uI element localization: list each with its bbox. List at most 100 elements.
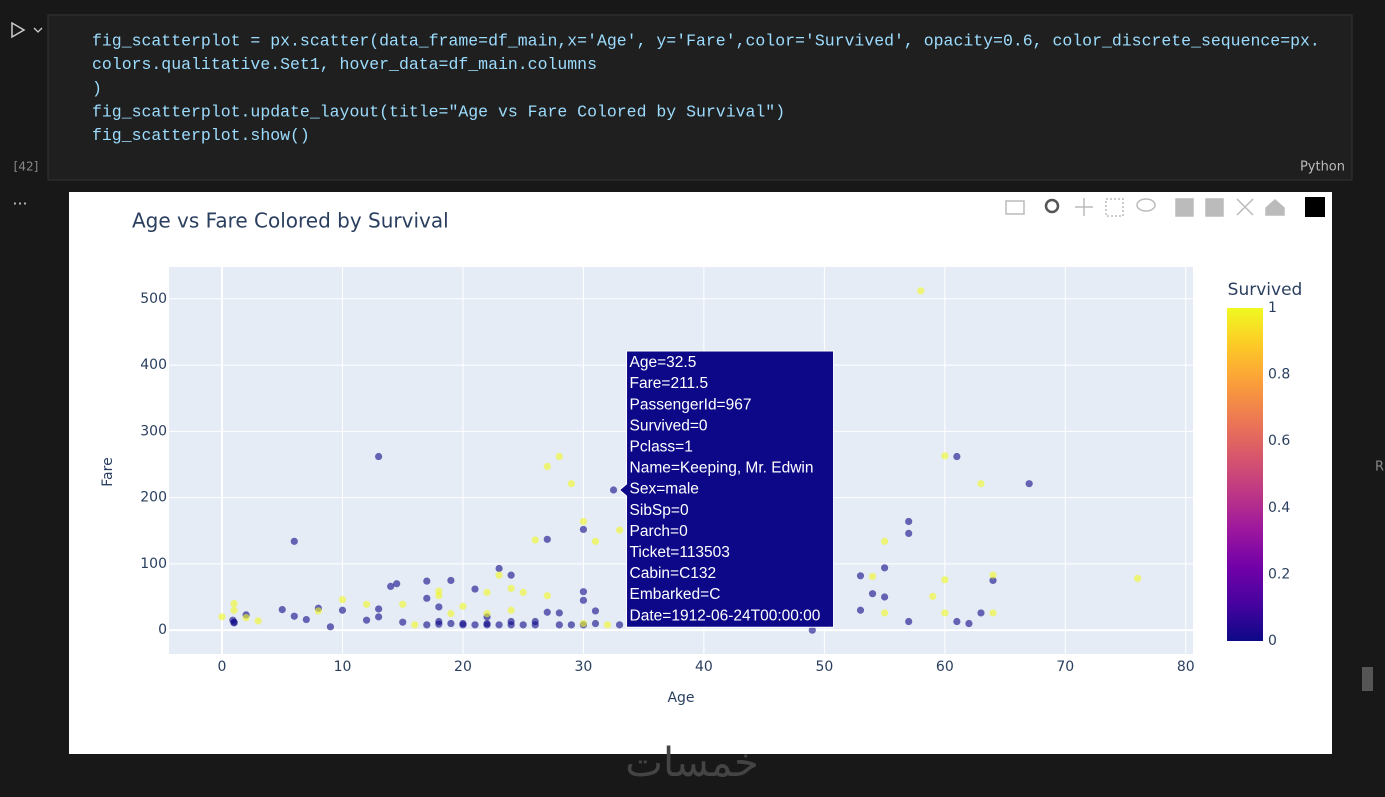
point[interactable] — [447, 576, 455, 585]
point[interactable] — [543, 608, 551, 616]
point[interactable] — [1025, 480, 1033, 488]
select-icon[interactable] — [1105, 198, 1124, 217]
point[interactable] — [459, 619, 467, 628]
point[interactable] — [507, 621, 515, 629]
autoscale-icon[interactable] — [1236, 198, 1254, 216]
point[interactable] — [314, 607, 322, 615]
point[interactable] — [302, 615, 310, 624]
point[interactable] — [362, 600, 371, 608]
point[interactable] — [977, 609, 985, 617]
point[interactable] — [278, 606, 286, 614]
point[interactable] — [1133, 574, 1142, 583]
point[interactable] — [230, 606, 238, 614]
point[interactable] — [989, 571, 997, 579]
point[interactable] — [411, 621, 419, 629]
reset-icon[interactable] — [1265, 198, 1285, 216]
point[interactable] — [338, 606, 347, 614]
point[interactable] — [531, 536, 539, 544]
point[interactable] — [471, 621, 479, 629]
point[interactable] — [579, 588, 588, 596]
point[interactable] — [290, 612, 298, 620]
point[interactable] — [567, 621, 575, 629]
point[interactable] — [230, 600, 238, 608]
point[interactable] — [375, 613, 383, 621]
point[interactable] — [579, 619, 588, 628]
point[interactable] — [953, 617, 961, 626]
point[interactable] — [603, 621, 612, 629]
point[interactable] — [290, 537, 298, 545]
point[interactable] — [953, 452, 961, 461]
point[interactable] — [435, 603, 443, 611]
point[interactable] — [856, 606, 865, 614]
point[interactable] — [543, 535, 551, 543]
point[interactable] — [393, 580, 401, 588]
run-menu[interactable] — [33, 27, 43, 33]
point[interactable] — [519, 621, 527, 629]
point[interactable] — [362, 616, 371, 624]
point[interactable] — [495, 621, 503, 629]
point[interactable] — [555, 609, 563, 617]
point[interactable] — [989, 609, 997, 617]
code-cell[interactable] — [47, 14, 1353, 181]
point[interactable] — [447, 619, 455, 628]
point[interactable] — [483, 588, 491, 596]
point[interactable] — [495, 564, 503, 573]
point[interactable] — [230, 619, 238, 627]
point[interactable] — [591, 537, 600, 545]
point[interactable] — [579, 517, 588, 526]
point[interactable] — [507, 584, 515, 592]
point[interactable] — [459, 602, 467, 610]
point[interactable] — [375, 452, 383, 461]
point[interactable] — [917, 287, 925, 295]
point[interactable] — [880, 593, 889, 601]
point[interactable] — [905, 617, 913, 626]
point[interactable] — [905, 517, 913, 526]
point[interactable] — [965, 619, 973, 628]
point[interactable] — [868, 572, 877, 581]
point[interactable] — [507, 571, 515, 579]
point[interactable] — [880, 537, 889, 545]
point[interactable] — [856, 572, 865, 580]
point[interactable] — [423, 594, 431, 602]
point[interactable] — [338, 596, 347, 604]
point[interactable] — [929, 592, 937, 600]
point[interactable] — [507, 606, 515, 614]
point[interactable] — [555, 452, 563, 461]
point[interactable] — [326, 623, 335, 631]
point[interactable] — [880, 609, 889, 617]
point[interactable] — [435, 620, 443, 628]
point[interactable] — [609, 486, 618, 494]
point[interactable] — [591, 619, 600, 628]
point[interactable] — [218, 613, 226, 621]
lasso-icon[interactable] — [1136, 198, 1156, 212]
point[interactable] — [880, 564, 889, 572]
point[interactable] — [615, 621, 624, 629]
point[interactable] — [567, 480, 575, 488]
point[interactable] — [977, 480, 985, 488]
zoom-out-icon[interactable] — [1205, 198, 1224, 217]
point[interactable] — [483, 619, 491, 628]
point[interactable] — [435, 587, 443, 595]
point[interactable] — [615, 526, 624, 534]
point[interactable] — [555, 621, 563, 629]
point[interactable] — [808, 626, 816, 634]
point[interactable] — [483, 609, 491, 618]
plotly-logo[interactable] — [1305, 197, 1325, 217]
point[interactable] — [579, 596, 588, 604]
point[interactable] — [543, 462, 551, 471]
point[interactable] — [905, 529, 913, 537]
point[interactable] — [941, 576, 949, 584]
point[interactable] — [531, 617, 539, 626]
point[interactable] — [399, 618, 407, 626]
zoom-icon[interactable] — [1044, 198, 1060, 214]
point[interactable] — [447, 609, 455, 618]
point[interactable] — [591, 607, 600, 615]
scrollbar[interactable] — [1362, 667, 1373, 691]
zoom-in-icon[interactable] — [1175, 198, 1194, 217]
point[interactable] — [375, 605, 383, 613]
point[interactable] — [941, 609, 949, 617]
point[interactable] — [423, 621, 431, 629]
point[interactable] — [471, 585, 479, 593]
point[interactable] — [989, 576, 997, 585]
camera-icon[interactable] — [1005, 200, 1025, 215]
